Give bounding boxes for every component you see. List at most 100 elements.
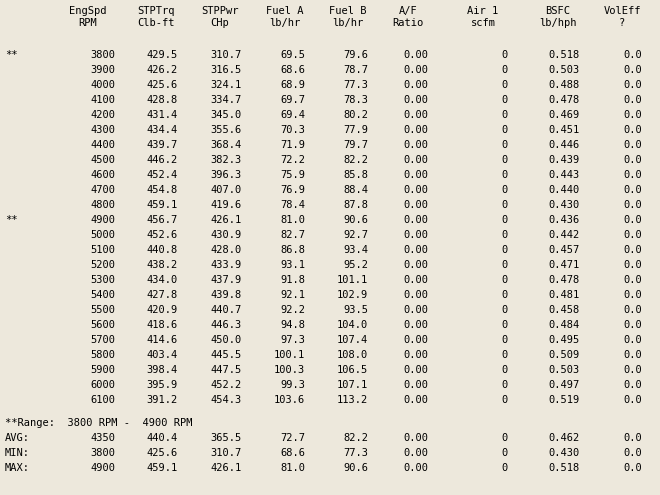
Text: 81.0: 81.0: [280, 463, 305, 473]
Text: 0: 0: [502, 433, 508, 443]
Text: 97.3: 97.3: [280, 335, 305, 345]
Text: 82.2: 82.2: [343, 433, 368, 443]
Text: 0.518: 0.518: [548, 50, 580, 60]
Text: 79.7: 79.7: [343, 140, 368, 150]
Text: 6000: 6000: [90, 380, 115, 390]
Text: 0.451: 0.451: [548, 125, 580, 135]
Text: 0.503: 0.503: [548, 65, 580, 75]
Text: 0.440: 0.440: [548, 185, 580, 195]
Text: 0.0: 0.0: [623, 170, 642, 180]
Text: 0.0: 0.0: [623, 155, 642, 165]
Text: 459.1: 459.1: [147, 200, 178, 210]
Text: BSFC: BSFC: [546, 6, 570, 16]
Text: 5400: 5400: [90, 290, 115, 300]
Text: 3800: 3800: [90, 448, 115, 458]
Text: 78.4: 78.4: [280, 200, 305, 210]
Text: AVG:: AVG:: [5, 433, 30, 443]
Text: A/F: A/F: [399, 6, 417, 16]
Text: 5000: 5000: [90, 230, 115, 240]
Text: 0: 0: [502, 463, 508, 473]
Text: 368.4: 368.4: [211, 140, 242, 150]
Text: 0: 0: [502, 305, 508, 315]
Text: 0.430: 0.430: [548, 200, 580, 210]
Text: 5900: 5900: [90, 365, 115, 375]
Text: 77.9: 77.9: [343, 125, 368, 135]
Text: 71.9: 71.9: [280, 140, 305, 150]
Text: lb/hr: lb/hr: [269, 18, 300, 28]
Text: 100.3: 100.3: [274, 365, 305, 375]
Text: 69.7: 69.7: [280, 95, 305, 105]
Text: 4900: 4900: [90, 463, 115, 473]
Text: 0.0: 0.0: [623, 230, 642, 240]
Text: 0.0: 0.0: [623, 320, 642, 330]
Text: 77.3: 77.3: [343, 448, 368, 458]
Text: 90.6: 90.6: [343, 463, 368, 473]
Text: 426.2: 426.2: [147, 65, 178, 75]
Text: RPM: RPM: [79, 18, 98, 28]
Text: 0.495: 0.495: [548, 335, 580, 345]
Text: 69.4: 69.4: [280, 110, 305, 120]
Text: 0.00: 0.00: [403, 110, 428, 120]
Text: 433.9: 433.9: [211, 260, 242, 270]
Text: 82.7: 82.7: [280, 230, 305, 240]
Text: 107.4: 107.4: [337, 335, 368, 345]
Text: 0.436: 0.436: [548, 215, 580, 225]
Text: 0.00: 0.00: [403, 433, 428, 443]
Text: 0.519: 0.519: [548, 395, 580, 405]
Text: 4900: 4900: [90, 215, 115, 225]
Text: 0.00: 0.00: [403, 125, 428, 135]
Text: 0.0: 0.0: [623, 463, 642, 473]
Text: 4350: 4350: [90, 433, 115, 443]
Text: 0: 0: [502, 140, 508, 150]
Text: 113.2: 113.2: [337, 395, 368, 405]
Text: 0.0: 0.0: [623, 380, 642, 390]
Text: 459.1: 459.1: [147, 463, 178, 473]
Text: 0: 0: [502, 290, 508, 300]
Text: 431.4: 431.4: [147, 110, 178, 120]
Text: 437.9: 437.9: [211, 275, 242, 285]
Text: 0.503: 0.503: [548, 365, 580, 375]
Text: 446.3: 446.3: [211, 320, 242, 330]
Text: Fuel A: Fuel A: [266, 6, 304, 16]
Text: 324.1: 324.1: [211, 80, 242, 90]
Text: 81.0: 81.0: [280, 215, 305, 225]
Text: 0.462: 0.462: [548, 433, 580, 443]
Text: 78.3: 78.3: [343, 95, 368, 105]
Text: 0: 0: [502, 245, 508, 255]
Text: 0.0: 0.0: [623, 448, 642, 458]
Text: 86.8: 86.8: [280, 245, 305, 255]
Text: 69.5: 69.5: [280, 50, 305, 60]
Text: 0.442: 0.442: [548, 230, 580, 240]
Text: 454.3: 454.3: [211, 395, 242, 405]
Text: 3900: 3900: [90, 65, 115, 75]
Text: 0.0: 0.0: [623, 95, 642, 105]
Text: lb/hph: lb/hph: [539, 18, 577, 28]
Text: 0.00: 0.00: [403, 50, 428, 60]
Text: 345.0: 345.0: [211, 110, 242, 120]
Text: 0.0: 0.0: [623, 80, 642, 90]
Text: 0.457: 0.457: [548, 245, 580, 255]
Text: 0.497: 0.497: [548, 380, 580, 390]
Text: 90.6: 90.6: [343, 215, 368, 225]
Text: 0.00: 0.00: [403, 185, 428, 195]
Text: 0: 0: [502, 215, 508, 225]
Text: 0.00: 0.00: [403, 200, 428, 210]
Text: 454.8: 454.8: [147, 185, 178, 195]
Text: 0.518: 0.518: [548, 463, 580, 473]
Text: 398.4: 398.4: [147, 365, 178, 375]
Text: ?: ?: [619, 18, 625, 28]
Text: 78.7: 78.7: [343, 65, 368, 75]
Text: 426.1: 426.1: [211, 463, 242, 473]
Text: 365.5: 365.5: [211, 433, 242, 443]
Text: 0.0: 0.0: [623, 395, 642, 405]
Text: 4700: 4700: [90, 185, 115, 195]
Text: 0.0: 0.0: [623, 290, 642, 300]
Text: 0: 0: [502, 395, 508, 405]
Text: 0.00: 0.00: [403, 245, 428, 255]
Text: 72.2: 72.2: [280, 155, 305, 165]
Text: MIN:: MIN:: [5, 448, 30, 458]
Text: 82.2: 82.2: [343, 155, 368, 165]
Text: 419.6: 419.6: [211, 200, 242, 210]
Text: 355.6: 355.6: [211, 125, 242, 135]
Text: 0.0: 0.0: [623, 433, 642, 443]
